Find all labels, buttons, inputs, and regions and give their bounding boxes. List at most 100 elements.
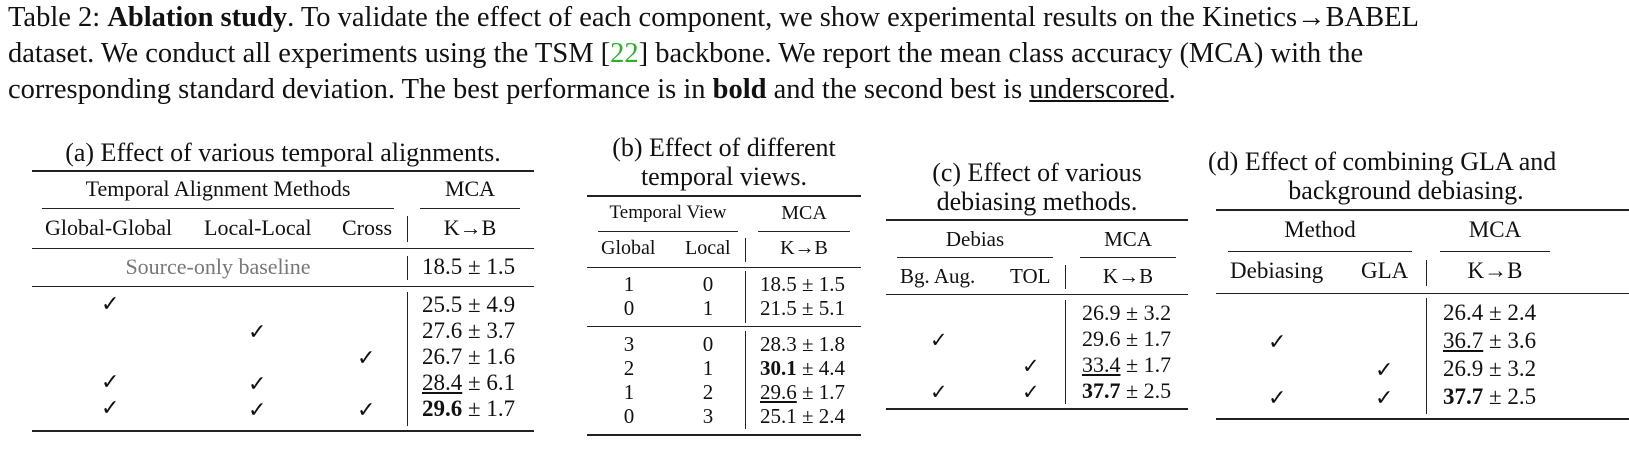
mca-value: 29.6 ± 1.7	[422, 396, 515, 422]
mca-value: 25.1 ± 2.4	[760, 404, 845, 429]
baseline-label: Source-only baseline	[125, 254, 311, 279]
global-count: 1	[623, 272, 635, 296]
checkmark-icon: ✓	[101, 370, 120, 395]
rule-mid	[587, 326, 861, 328]
checkmark-icon: ✓	[248, 320, 267, 345]
mca-value: 21.5 ± 5.1	[760, 296, 845, 321]
rule-mid	[32, 248, 534, 250]
mca-mean: 27.6	[422, 318, 463, 343]
caption-line2b: ] backbone. We report the mean class acc…	[638, 38, 1364, 69]
col-separator	[407, 292, 409, 426]
header-mca: MCA	[781, 202, 827, 224]
col-debiasing: Debiasing	[1230, 258, 1324, 283]
citation-link[interactable]: 22	[610, 38, 639, 69]
mca-std: 3.2	[1143, 300, 1172, 325]
rule-cmid	[1440, 251, 1550, 252]
rule-cmid	[1080, 257, 1176, 258]
rule-mid	[1216, 293, 1629, 295]
pm-symbol: ±	[462, 292, 487, 317]
checkmark-icon: ✓	[1375, 358, 1394, 383]
col-global: Global	[601, 237, 656, 259]
subtable-a-title: (a) Effect of various temporal alignment…	[65, 138, 501, 167]
mca-std: 1.7	[1143, 352, 1172, 377]
subtable-d-title-1: (d) Effect of combining GLA and	[1208, 147, 1557, 176]
local-count: 1	[702, 296, 714, 320]
col-k-to-b: K→B	[1467, 258, 1523, 283]
checkmark-icon: ✓	[357, 346, 376, 371]
checkmark-icon: ✓	[101, 292, 120, 317]
mca-std: 3.2	[1507, 356, 1537, 381]
mca-value: 29.6 ± 1.7	[760, 380, 845, 405]
caption-line3c: .	[1168, 74, 1176, 105]
mca-value: 29.6 ± 1.7	[1082, 326, 1171, 352]
header-method: Method	[1284, 217, 1356, 242]
pm-symbol: ±	[796, 296, 819, 320]
global-count: 0	[623, 404, 635, 428]
col-k-to-b: K→B	[1102, 264, 1154, 288]
pm-symbol: ±	[1483, 328, 1508, 353]
pm-symbol: ±	[1120, 352, 1144, 377]
col-separator	[745, 271, 747, 323]
caption-line3b: and the second best is	[766, 74, 1030, 105]
table-caption: Table 2: Ablation study. To validate the…	[8, 0, 1618, 108]
mca-mean: 18.5	[760, 272, 797, 296]
col-separator	[1426, 298, 1428, 414]
rule-bottom	[32, 430, 534, 432]
mca-std: 1.5	[818, 272, 846, 296]
rule-cmid	[598, 231, 738, 232]
caption-line2a: dataset. We conduct all experiments usin…	[8, 38, 611, 69]
mca-mean: 29.6	[760, 380, 797, 404]
pm-symbol: ±	[1120, 326, 1144, 351]
col-tol: TOL	[1010, 264, 1051, 288]
mca-mean: 29.6	[1082, 326, 1121, 351]
mca-std: 2.5	[1507, 384, 1537, 409]
rule-cmid	[897, 257, 1053, 258]
rule-cmid	[1228, 251, 1412, 252]
local-count: 0	[702, 332, 714, 356]
subtable-d-title-2: background debiasing.	[1288, 176, 1524, 205]
local-count: 0	[702, 272, 714, 296]
rule-mid	[32, 286, 534, 288]
pm-symbol: ±	[796, 404, 819, 428]
col-local: Local	[685, 237, 731, 259]
mca-value: 37.7 ± 2.5	[1443, 384, 1536, 410]
checkmark-icon: ✓	[930, 328, 948, 352]
mca-mean: 29.6	[422, 396, 463, 421]
rule-bottom	[1216, 418, 1629, 420]
header-mca: MCA	[444, 176, 496, 201]
baseline-value: 18.5 ± 1.5	[422, 254, 516, 279]
pm-symbol: ±	[462, 318, 487, 343]
caption-bold-word: bold	[712, 74, 767, 105]
rule-mid	[886, 294, 1188, 296]
rule-top	[886, 219, 1188, 221]
pm-symbol: ±	[1483, 384, 1508, 409]
mca-std: 4.4	[818, 356, 846, 380]
pm-symbol: ±	[796, 272, 819, 296]
pm-symbol: ±	[462, 370, 487, 395]
checkmark-icon: ✓	[248, 398, 267, 423]
col-local-local: Local-Local	[204, 215, 312, 240]
mca-mean: 33.4	[1082, 352, 1121, 377]
mca-mean: 21.5	[760, 296, 797, 320]
caption-line1: . To validate the effect of each compone…	[287, 2, 1419, 33]
rule-top	[32, 170, 534, 172]
rule-top	[1216, 209, 1629, 211]
mca-value: 33.4 ± 1.7	[1082, 352, 1171, 378]
mca-std: 1.7	[486, 396, 516, 421]
header-temporal-alignment-methods: Temporal Alignment Methods	[85, 176, 351, 201]
global-count: 3	[623, 332, 635, 356]
rule-bottom	[587, 434, 861, 436]
mca-mean: 37.7	[1082, 378, 1121, 403]
col-gla: GLA	[1361, 258, 1409, 283]
mca-value: 27.6 ± 3.7	[422, 318, 515, 344]
caption-bold-title: Ablation study	[107, 2, 288, 33]
pm-symbol: ±	[796, 380, 819, 404]
col-separator	[745, 238, 747, 262]
rule-top	[587, 195, 861, 197]
mca-value: 28.4 ± 6.1	[422, 370, 515, 396]
rule-cmid	[42, 208, 394, 209]
mca-mean: 30.1	[760, 356, 797, 380]
col-separator	[745, 331, 747, 429]
mca-std: 1.8	[818, 332, 846, 356]
local-count: 1	[702, 356, 714, 380]
